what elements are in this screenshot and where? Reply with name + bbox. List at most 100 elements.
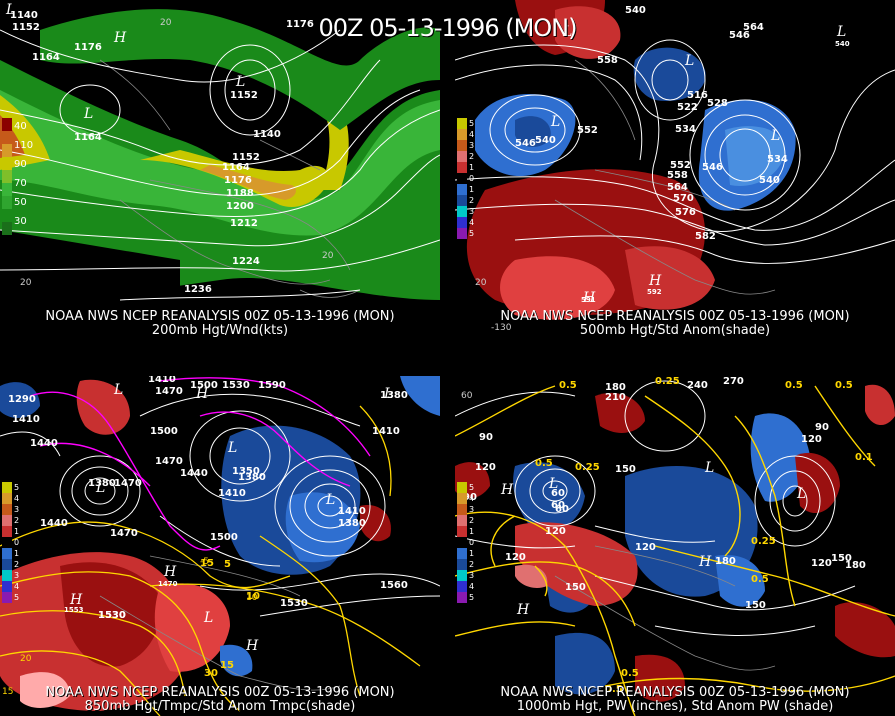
contour-label-3: 210 [605,392,626,403]
contour-label-27: 1553 [64,606,84,614]
pos-anom-west-dark [60,562,161,667]
cbar-label: 2 [14,516,20,525]
panel-200mb-caption: NOAA NWS NCEP REANALYSIS 00Z 05-13-1996 … [45,309,395,324]
contour-label-2: 1176 [286,19,314,30]
height-contours [455,39,895,264]
contour-labels: 540 564 546 558 552 546 540 516 522 528 … [515,5,850,304]
contour-label-7: 540 [535,135,556,146]
cbar-label: 2 [14,560,20,569]
contour-label-14: 564 [667,182,688,193]
colorbar-200mb [2,118,12,235]
high-center-2: H [163,564,177,580]
pos-anom-south [500,256,615,320]
colorbar-pw-labels: 5 4 3 2 1 0 1 2 3 4 5 [469,482,474,603]
pos-anom-north-2 [555,6,621,59]
contour-label-15: 90 [463,492,477,503]
pos-anom-southeast [625,246,715,310]
contour-label-19: 1470 [110,528,138,539]
panel-500mb-map: 540 564 546 558 552 546 540 516 522 528 … [455,0,895,340]
contour-label-8: 90 [479,432,493,443]
cbar-label: 40 [14,121,27,132]
neg-anom-south [555,632,615,695]
panel-500mb: 540 564 546 558 552 546 540 516 522 528 … [455,0,895,340]
cbar-label: 0 [14,538,20,547]
contour-label-12: 552 [670,160,691,171]
contour-label-9: 1164 [222,162,250,173]
contour-label-32: 0.1 [855,452,873,463]
contour-label-23: 1530 [98,610,126,621]
contour-label-9: 1380 [380,390,408,401]
cbar-label: 50 [14,197,27,208]
contour-label-20: 180 [715,556,736,567]
contour-label-28: 1530 [98,610,126,621]
contour-label-2: 180 [605,382,626,393]
contour-label-31: 0.5 [621,668,639,679]
low-center-2: L [227,440,237,456]
cbar-label: 4 [469,582,475,591]
cbar-label: 5 [469,119,475,128]
tick-1: 20 [20,278,32,288]
contour-label-29: 1470 [158,580,178,588]
contour-label-4: 558 [597,55,618,66]
cbar-label: 4 [14,494,20,503]
low-center-6: L [383,386,393,402]
contour-label-18: 1440 [40,518,68,529]
contour-label-22: 1560 [380,580,408,591]
neg-anom-east [750,413,810,502]
contour-label-12: 1200 [226,201,254,212]
contour-label-10: 1440 [180,468,208,479]
pressure-centers: L L L H [5,2,245,122]
cbar-label: 5 [469,483,475,492]
cbar-label: 3 [14,571,20,580]
tick-2: 20 [322,251,334,261]
contour-label-17: 582 [695,231,716,242]
neg-anom-northeast-2 [725,126,785,186]
contour-label-21: 592 [647,288,662,296]
colorbar-pw [457,482,467,603]
low-center-3: L [5,2,15,18]
contour-label-5: 1470 [155,386,183,397]
cbar-label: 5 [14,593,20,602]
contour-label-28: 120 [801,434,822,445]
contour-label-5: 552 [577,125,598,136]
contour-label-16: 576 [675,207,696,218]
contour-label-25: 150 [831,553,852,564]
panel-500mb-caption: NOAA NWS NCEP REANALYSIS 00Z 05-13-1996 … [500,309,850,324]
contour-label-8: 1590 [258,380,286,391]
cbar-label: 3 [469,505,475,514]
contour-label-19: 540 [759,175,780,186]
contour-label-11: 1470 [155,456,183,467]
contour-label-1: 1152 [12,22,40,33]
cbar-label: 5 [14,483,20,492]
contour-label-11: 1188 [226,188,254,199]
cbar-label: 1 [469,185,475,194]
high-center-4: H [245,638,259,654]
low-center-4: L [770,128,780,144]
cbar-label: 2 [469,560,475,569]
cbar-label: 30 [14,216,27,227]
contour-labels: 1410 1290 1410 1440 1470 1500 1530 1590 … [8,376,408,679]
height-contours [0,393,440,617]
high-center-1: H [195,386,209,402]
pw-contours [455,385,895,716]
contour-label-23: 540 [835,40,850,48]
tick-1: 60 [461,391,473,401]
contour-label-8: 1152 [232,152,260,163]
contour-label-16: 60 [551,488,565,499]
contour-label-1: 1410 [148,376,176,385]
contour-label-2: 564 [743,22,764,33]
contour-label-29: 60 [555,504,569,515]
grid-ticks: 15 20 10 -5 [2,557,258,697]
colorbar-500mb-labels: 5 4 3 2 1 0 1 2 3 4 5 [469,118,474,239]
cbar-label: 2 [469,196,475,205]
contour-label-7: 1530 [222,380,250,391]
contour-label-23: 120 [811,558,832,569]
panel-200mb: 1152 1176 1164 1176 1152 1164 1140 1152 … [0,0,440,340]
cbar-label: 4 [469,494,475,503]
contour-label-15: 1350 [232,466,260,477]
pressure-centers: L L L L L H H [550,24,846,306]
low-center-3: L [95,480,105,496]
contour-label-14: 1224 [232,256,260,267]
cbar-label: 3 [469,207,475,216]
contour-labels: 0.5 180 210 0.25 240 270 0.5 90 120 60 0… [463,376,873,695]
